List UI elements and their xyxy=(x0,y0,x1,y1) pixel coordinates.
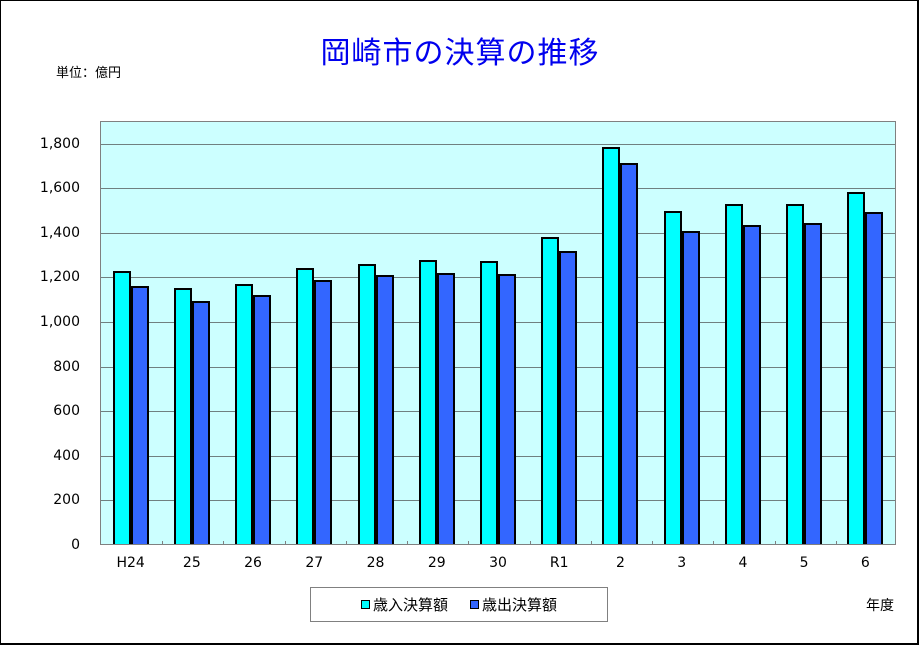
legend-label-revenue: 歳入決算額 xyxy=(372,596,448,614)
bar-revenue xyxy=(235,283,254,544)
revenue-swatch-icon xyxy=(360,600,370,609)
x-tick-label: 2 xyxy=(615,555,625,571)
x-tick-mark xyxy=(713,541,715,545)
x-tick-mark xyxy=(345,541,347,545)
bar-expenditure xyxy=(620,163,639,544)
x-tick-label: 30 xyxy=(489,555,507,571)
chart-title: 岡崎市の決算の推移 xyxy=(320,36,600,71)
bar-expenditure xyxy=(314,279,333,544)
x-tick-label: 3 xyxy=(677,555,687,571)
bar-revenue xyxy=(724,203,743,544)
x-axis-label: 年度 xyxy=(866,598,894,614)
bar-expenditure xyxy=(498,273,516,544)
bar-revenue xyxy=(173,288,192,544)
bar-revenue xyxy=(112,271,131,544)
bar-revenue xyxy=(296,268,315,544)
y-tick-label: 200 xyxy=(53,492,80,509)
x-tick-label: R1 xyxy=(549,555,569,571)
bar-revenue xyxy=(418,260,437,544)
gridline xyxy=(101,143,895,145)
x-tick-label: 6 xyxy=(860,555,870,571)
x-tick-label: 5 xyxy=(799,555,809,571)
y-tick-label: 1,800 xyxy=(39,135,80,152)
x-tick-label: 26 xyxy=(244,555,262,571)
x-tick-mark xyxy=(529,541,531,545)
y-tick-label: 1,400 xyxy=(39,224,80,241)
bar-revenue xyxy=(847,191,866,544)
x-tick-label: 4 xyxy=(738,555,748,571)
x-tick-label: H24 xyxy=(116,555,145,571)
unit-label: 単位：億円 xyxy=(56,66,122,81)
x-tick-label: 29 xyxy=(427,555,446,571)
bar-expenditure xyxy=(436,273,455,544)
gridline xyxy=(101,232,895,234)
legend-item-revenue: 歳入決算額 xyxy=(360,594,448,615)
plot-area xyxy=(100,121,896,545)
x-tick-mark xyxy=(162,541,164,545)
bar-revenue xyxy=(541,237,560,544)
bar-revenue xyxy=(602,146,621,544)
bar-expenditure xyxy=(130,286,149,544)
x-tick-label: 25 xyxy=(182,555,201,571)
x-tick-mark xyxy=(774,541,776,545)
bar-revenue xyxy=(480,260,498,544)
y-tick-label: 1,000 xyxy=(39,314,80,331)
x-tick-label: 28 xyxy=(366,555,385,571)
y-tick-label: 400 xyxy=(53,447,80,464)
bar-expenditure xyxy=(681,230,700,544)
bar-revenue xyxy=(786,204,805,544)
x-tick-mark xyxy=(407,541,409,545)
legend: 歳入決算額 歳出決算額 xyxy=(310,587,608,622)
bar-expenditure xyxy=(865,212,884,544)
y-tick-label: 1,200 xyxy=(39,269,80,286)
x-tick-mark xyxy=(652,541,654,545)
x-tick-mark xyxy=(223,541,225,545)
gridline xyxy=(101,188,895,190)
x-tick-label: 27 xyxy=(305,555,324,571)
legend-item-expenditure: 歳出決算額 xyxy=(470,594,557,615)
y-tick-label: 600 xyxy=(53,403,80,420)
y-tick-label: 0 xyxy=(71,537,80,553)
bar-expenditure xyxy=(191,300,210,544)
y-tick-label: 1,600 xyxy=(39,180,80,197)
legend-label-expenditure: 歳出決算額 xyxy=(482,596,558,614)
x-tick-mark xyxy=(284,541,286,545)
expenditure-swatch-icon xyxy=(470,600,479,609)
y-tick-label: 800 xyxy=(53,358,80,375)
x-tick-mark xyxy=(835,541,837,545)
bar-expenditure xyxy=(375,275,394,544)
x-tick-mark xyxy=(468,541,470,545)
bar-expenditure xyxy=(559,251,578,544)
x-tick-mark xyxy=(590,541,592,545)
bar-revenue xyxy=(663,210,682,544)
bar-expenditure xyxy=(804,222,823,544)
bar-revenue xyxy=(357,264,376,544)
bar-expenditure xyxy=(253,295,272,544)
bar-expenditure xyxy=(742,224,761,544)
